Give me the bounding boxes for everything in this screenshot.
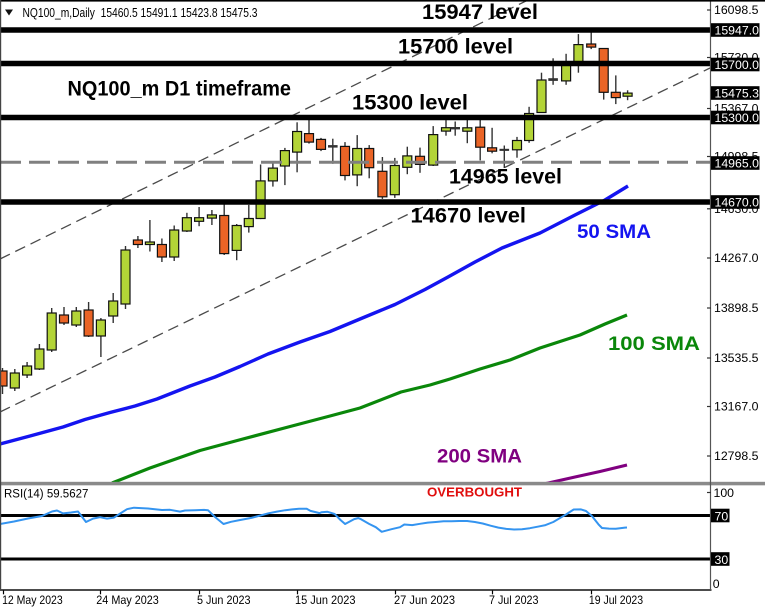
svg-text:15300 level: 15300 level (352, 91, 468, 114)
svg-text:27 Jun 2023: 27 Jun 2023 (394, 593, 455, 607)
svg-text:16098.5: 16098.5 (714, 3, 759, 17)
svg-text:5 Jun 2023: 5 Jun 2023 (197, 593, 251, 607)
svg-text:30: 30 (715, 553, 729, 567)
svg-text:14670.0: 14670.0 (715, 195, 760, 209)
svg-text:NQ100_m,Daily 15460.5 15491.1: NQ100_m,Daily 15460.5 15491.1 15423.8 15… (23, 6, 258, 20)
svg-text:14267.0: 14267.0 (714, 251, 759, 265)
svg-text:13535.5: 13535.5 (714, 351, 759, 365)
svg-text:15947 level: 15947 level (422, 1, 538, 24)
svg-text:RSI(14) 59.5627: RSI(14) 59.5627 (4, 489, 88, 501)
svg-text:14670 level: 14670 level (411, 205, 527, 228)
svg-text:24 May 2023: 24 May 2023 (96, 593, 159, 607)
svg-text:14965.0: 14965.0 (715, 156, 760, 170)
svg-text:14965 level: 14965 level (449, 165, 562, 188)
svg-text:15300.0: 15300.0 (715, 111, 760, 125)
svg-text:15 Jun 2023: 15 Jun 2023 (295, 593, 356, 607)
svg-text:70: 70 (715, 509, 729, 523)
svg-text:OVERBOUGHT: OVERBOUGHT (427, 485, 522, 500)
svg-text:200 SMA: 200 SMA (437, 447, 522, 468)
svg-text:19 Jul 2023: 19 Jul 2023 (589, 593, 643, 607)
svg-text:12 May 2023: 12 May 2023 (2, 593, 63, 607)
svg-text:NQ100_m D1 timeframe: NQ100_m D1 timeframe (68, 77, 292, 100)
svg-text:7 Jul 2023: 7 Jul 2023 (489, 593, 539, 607)
svg-text:100: 100 (714, 486, 735, 500)
svg-text:12798.5: 12798.5 (714, 449, 759, 463)
svg-text:100 SMA: 100 SMA (608, 334, 700, 355)
svg-text:13167.0: 13167.0 (714, 400, 759, 414)
svg-text:15700.0: 15700.0 (715, 58, 760, 72)
svg-text:13898.5: 13898.5 (714, 301, 759, 315)
svg-text:50 SMA: 50 SMA (577, 222, 651, 243)
svg-text:15947.0: 15947.0 (715, 23, 760, 37)
svg-text:15475.3: 15475.3 (715, 86, 760, 100)
svg-text:15700 level: 15700 level (398, 35, 513, 58)
svg-text:0: 0 (713, 577, 720, 591)
